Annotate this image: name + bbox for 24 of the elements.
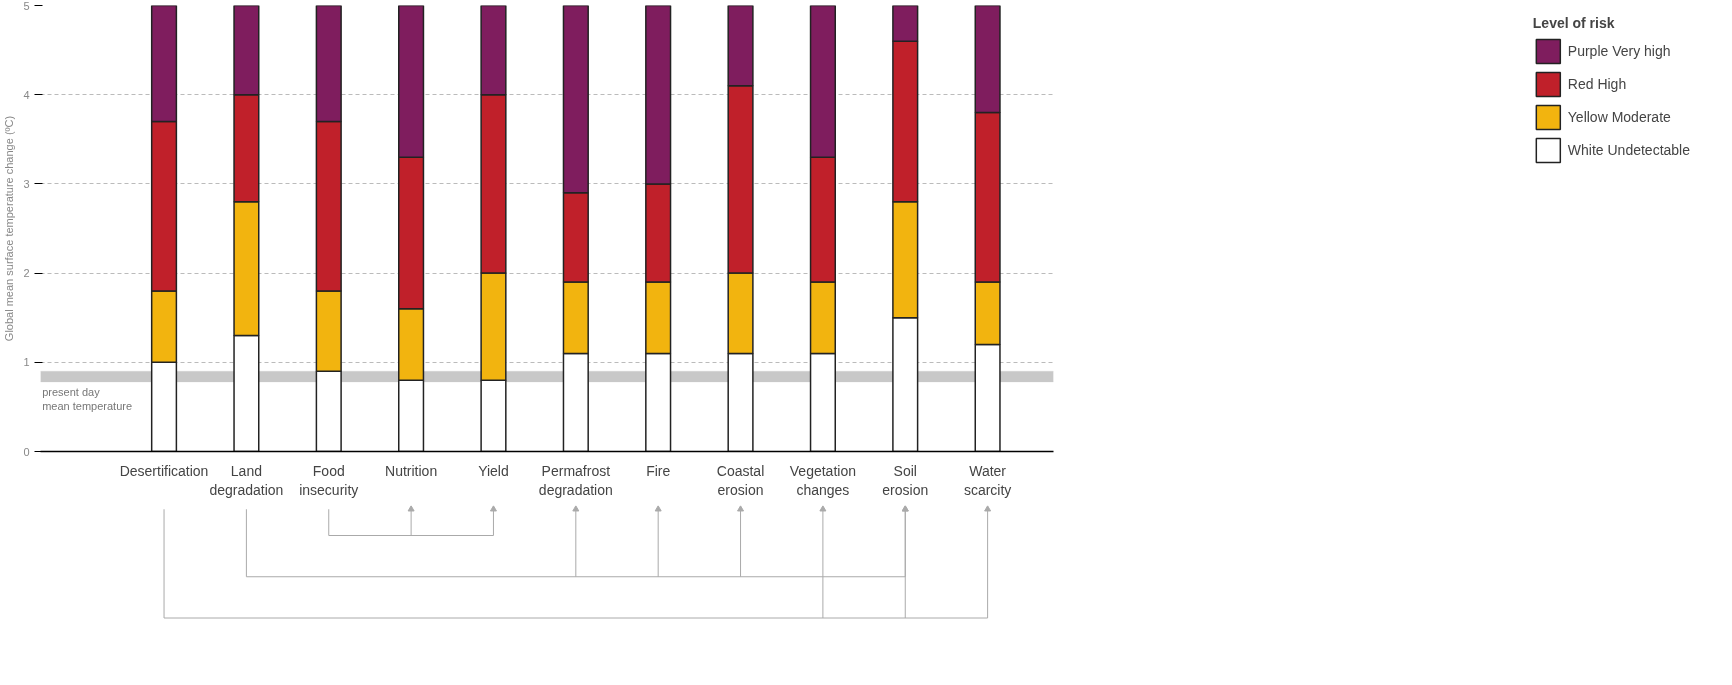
x-tick-label: Vegetation changes [789,462,856,498]
legend-label: Red High [1567,76,1627,92]
x-tick-label: Permafrost degradation [538,462,613,498]
y-tick-label: 5 [23,0,30,12]
x-tick-label: Water scarcity [963,462,1012,498]
legend-label: Yellow Moderate [1567,109,1671,125]
legend-label: White Undetectable [1567,142,1690,158]
x-tick-label: Soil erosion [882,462,929,498]
x-tick-label: Fire [646,462,671,479]
x-tick-label: Food insecurity [299,462,359,498]
x-tick-label: Nutrition [385,462,438,479]
band-label: present day mean temperature [42,385,133,413]
x-tick-label: Coastal erosion [716,462,765,498]
x-tick-label: Desertification [119,462,209,479]
y-tick-label: 4 [23,88,30,101]
legend-title: Level of risk [1532,15,1616,31]
y-axis-title: Global mean surface temperature change (ºC) [3,115,16,342]
y-tick-label: 0 [23,445,30,458]
x-tick-label: Land degradation [209,462,284,498]
y-tick-label: 2 [23,267,30,280]
legend-label: Purple Very high [1567,43,1671,59]
x-tick-label: Yield [478,462,509,479]
y-tick-label: 3 [23,177,30,190]
y-tick-label: 1 [23,356,30,369]
